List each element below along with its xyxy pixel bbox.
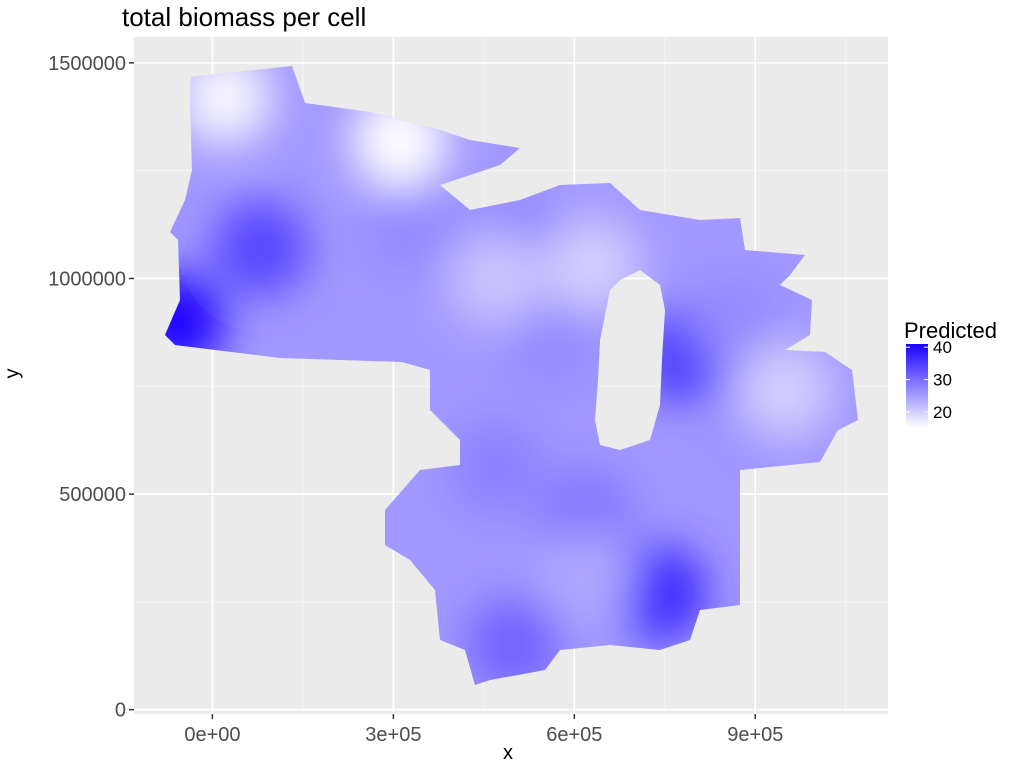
raster-cell xyxy=(447,420,544,517)
y-tick-label: 0 xyxy=(115,700,126,722)
y-tick-label: 1500000 xyxy=(48,53,126,75)
x-tick-label: 3e+05 xyxy=(365,724,421,746)
legend-tick-label: 20 xyxy=(933,403,952,422)
x-tick-label: 0e+00 xyxy=(184,724,240,746)
legend-tick-label: 40 xyxy=(933,338,952,357)
x-axis-label: x xyxy=(503,742,513,764)
raster-cell xyxy=(447,230,544,327)
raster-cell xyxy=(165,273,225,370)
raster-cell xyxy=(538,532,635,629)
raster-cell xyxy=(610,545,707,642)
raster-cell xyxy=(212,200,309,297)
chart-title: total biomass per cell xyxy=(122,2,367,32)
raster-cell xyxy=(737,342,834,439)
x-tick-label: 6e+05 xyxy=(546,724,602,746)
raster-cell xyxy=(363,178,460,275)
y-tick-label: 1000000 xyxy=(48,268,126,290)
raster-field xyxy=(165,66,834,685)
x-tick-label: 9e+05 xyxy=(727,724,783,746)
raster-cell xyxy=(466,597,563,685)
legend-title: Predicted xyxy=(904,318,997,343)
y-tick-label: 500000 xyxy=(59,484,126,506)
y-axis-label: y xyxy=(1,368,24,379)
legend-colorbar xyxy=(906,344,928,428)
legend-tick-label: 30 xyxy=(933,371,952,390)
raster-cell xyxy=(689,273,786,370)
